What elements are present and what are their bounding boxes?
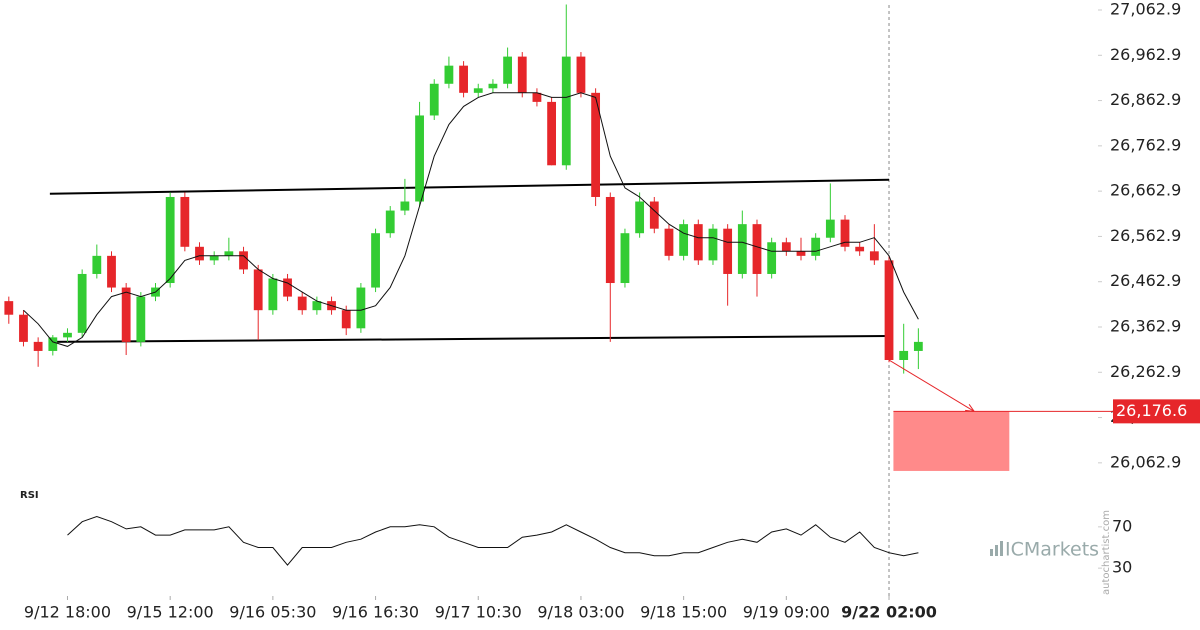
candle-body <box>517 56 527 93</box>
candle-body <box>620 233 630 284</box>
candle-body <box>649 201 659 229</box>
candle-body <box>899 350 909 360</box>
candle-body <box>415 115 424 202</box>
candle-body <box>767 242 777 274</box>
candle-body <box>371 233 380 288</box>
x-tick-label: 9/17 10:30 <box>435 603 522 622</box>
trend-line <box>49 335 890 343</box>
candle-body <box>180 196 190 247</box>
logo-bar <box>995 545 998 556</box>
candle-body <box>459 65 468 93</box>
x-tick-label: 9/16 16:30 <box>332 603 419 622</box>
source: autochartist.com <box>1101 510 1112 595</box>
candle-body <box>825 219 835 238</box>
candle-body <box>19 314 28 342</box>
y-tick-label: 26,962.9 <box>1110 45 1181 64</box>
candle-body <box>429 83 439 116</box>
candle-body <box>752 224 762 274</box>
candle-body <box>385 210 395 234</box>
candle-body <box>283 278 292 297</box>
watermark: ICMarkets <box>1005 539 1099 561</box>
y-tick-label: 26,362.9 <box>1110 316 1181 335</box>
y-tick-label: 27,062.9 <box>1110 0 1181 19</box>
target-zone <box>893 411 1010 471</box>
candle-body <box>107 255 116 288</box>
price-label: 26,176.6 <box>1116 401 1187 420</box>
moving-average <box>23 92 919 347</box>
candle-body <box>781 242 791 252</box>
candle-body <box>209 255 219 261</box>
candle-body <box>312 301 322 311</box>
x-tick-label: 9/18 03:00 <box>537 603 624 622</box>
candle-body <box>63 332 72 338</box>
candle-body <box>737 224 747 274</box>
candle-body <box>268 278 278 311</box>
candle-body <box>635 201 645 234</box>
x-tick-label: 9/12 18:00 <box>24 603 111 622</box>
candle-body <box>811 237 821 256</box>
trend-line <box>49 178 890 195</box>
logo-bar <box>990 549 993 556</box>
x-tick-label: 9/16 05:30 <box>229 603 316 622</box>
candle-body <box>239 251 248 270</box>
candle-body <box>33 341 43 351</box>
x-tick-label: 9/15 12:00 <box>127 603 214 622</box>
candle-body <box>723 228 733 274</box>
candle-body <box>400 201 410 211</box>
candle-body <box>605 196 615 284</box>
projection-arrow <box>888 359 975 412</box>
logo-bar <box>1000 541 1003 556</box>
x-tick-label: 9/22 02:00 <box>841 603 937 622</box>
rsi-label: RSI <box>20 490 39 501</box>
candle-body <box>693 224 703 261</box>
rsi-line <box>67 515 919 566</box>
candle-body <box>341 310 351 329</box>
candle-body <box>679 224 689 256</box>
candle-body <box>576 56 586 93</box>
candle-body <box>855 246 865 252</box>
logo <box>990 541 1003 556</box>
candle-body <box>4 301 14 315</box>
y-tick-label: 26,762.9 <box>1110 135 1181 154</box>
candle-body <box>92 255 102 274</box>
candle-body <box>195 246 204 261</box>
y-tick-label: 26,462.9 <box>1110 271 1181 290</box>
candle-body <box>708 228 718 261</box>
price-label-bg <box>1113 399 1200 424</box>
candle-body <box>224 251 234 256</box>
candle-body <box>473 88 483 93</box>
x-tick-label: 9/18 15:00 <box>640 603 727 622</box>
candle-body <box>503 56 512 84</box>
candle-body <box>121 287 131 342</box>
rsi-tick-label: 70 <box>1112 516 1132 535</box>
y-tick-label: 26,062.9 <box>1110 452 1181 471</box>
candle-body <box>664 228 674 256</box>
y-tick-label: 26,662.9 <box>1110 181 1181 200</box>
candle-body <box>136 296 146 342</box>
y-tick-label: 26,862.9 <box>1110 90 1181 109</box>
candle-body <box>796 251 806 256</box>
candle-body <box>591 92 601 197</box>
candle-body <box>356 287 366 329</box>
candle-body <box>869 251 879 261</box>
y-tick-label: 26,562.9 <box>1110 226 1181 245</box>
candle-body <box>913 341 923 351</box>
candle-body <box>561 56 571 166</box>
x-tick-label: 9/19 09:00 <box>743 603 830 622</box>
candle-body <box>297 296 307 311</box>
candle-body <box>840 219 850 247</box>
arrow-head <box>965 404 975 412</box>
candle-body <box>547 101 557 166</box>
candle-body <box>532 92 542 102</box>
rsi-tick-label: 30 <box>1112 558 1132 577</box>
candle-body <box>48 337 58 351</box>
candle-body <box>253 269 263 311</box>
candle-body <box>884 260 894 360</box>
candle-body <box>444 65 454 84</box>
candle-body <box>77 273 87 333</box>
candle-body <box>488 83 498 89</box>
candle-body <box>165 196 175 284</box>
y-tick-label: 26,262.9 <box>1110 362 1181 381</box>
